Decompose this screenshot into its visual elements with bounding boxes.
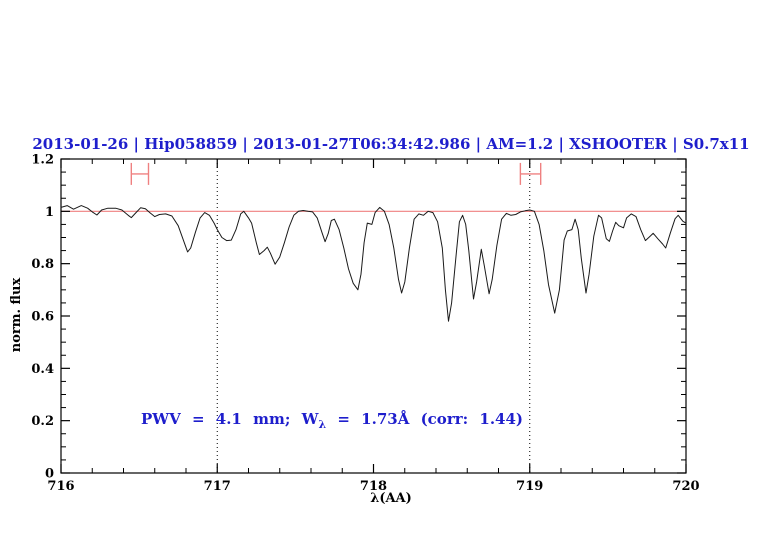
x-tick-label: 717	[204, 479, 231, 494]
y-tick-label: 0.2	[31, 414, 54, 429]
spectrum-line	[60, 205, 687, 322]
y-axis-label: norm. flux	[9, 277, 24, 353]
x-tick-label: 716	[47, 479, 74, 494]
lambda-subscript: λ	[318, 418, 327, 431]
y-tick-label: 0.8	[31, 257, 54, 272]
y-tick-label: 0.6	[31, 310, 54, 325]
pwv-annotation-suffix: = 1.73Å (corr: 1.44)	[326, 410, 524, 428]
x-tick-label: 720	[672, 479, 699, 494]
pwv-annotation-prefix: PWV = 4.1 mm; W	[141, 410, 319, 428]
x-tick-label: 718	[360, 479, 387, 494]
x-axis-label: λ(AA)	[370, 491, 412, 506]
y-tick-label: 0.4	[31, 362, 54, 377]
pwv-annotation: PWV = 4.1 mm; Wλ = 1.73Å (corr: 1.44)	[141, 410, 523, 431]
y-tick-label: 0	[45, 467, 54, 482]
y-tick-label: 1	[45, 205, 54, 220]
plot-title: 2013-01-26 | Hip058859 | 2013-01-27T06:3…	[32, 135, 750, 153]
y-tick-label: 1.2	[31, 153, 54, 168]
x-tick-label: 719	[516, 479, 543, 494]
